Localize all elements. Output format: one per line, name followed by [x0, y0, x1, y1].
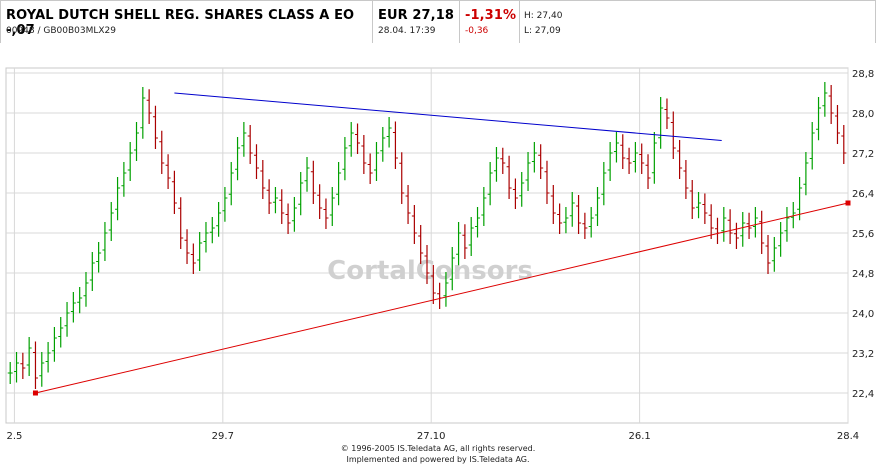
watermark: CortalConsors [327, 256, 533, 286]
y-tick-label: 23,2 [852, 349, 874, 360]
day-high: H: 27,40 [524, 11, 563, 21]
y-tick-label: 26,4 [852, 189, 874, 200]
last-price: EUR 27,18 [378, 8, 454, 23]
x-tick-label: 29.7 [212, 431, 234, 442]
copyright: © 1996-2005 IS.Teledata AG, all rights r… [340, 444, 536, 453]
change-percent: -1,31% [465, 8, 517, 23]
y-tick-label: 28,0 [852, 109, 874, 120]
security-name: ROYAL DUTCH SHELL REG. SHARES CLASS A EO… [6, 8, 355, 38]
y-tick-label: 27,2 [852, 149, 874, 160]
price-chart: CortalConsors 22,4 23,2 24,0 24,8 25,6 26,4 27… [5, 67, 874, 442]
change-absolute: -0,36 [465, 26, 489, 36]
y-tick-label: 24,8 [852, 269, 874, 280]
y-tick-label: 22,4 [852, 389, 874, 400]
y-tick-label: 25,6 [852, 229, 874, 240]
y-tick-label: 24,0 [852, 309, 874, 320]
x-tick-label: 2.5 [6, 431, 22, 442]
support-anchor-end [845, 200, 851, 206]
y-axis-ticks: 22,4 23,2 24,0 24,8 25,6 26,4 27,2 28,0 28,8 [852, 69, 874, 400]
quote-datetime: 28.04. 17:39 [378, 26, 436, 36]
x-axis-ticks: 2.5 29.7 27.10 26.1 28.4 [6, 431, 859, 442]
support-trendline [35, 202, 849, 394]
security-name-cell: ROYAL DUTCH SHELL REG. SHARES CLASS A EO… [1, 1, 373, 43]
day-low: L: 27,09 [524, 26, 561, 36]
credit: Implemented and powered by IS.Teledata A… [346, 455, 530, 464]
price-cell: EUR 27,18 28.04. 17:39 [373, 1, 460, 43]
resistance-trendline [174, 92, 722, 141]
support-anchor-start [32, 390, 38, 396]
security-ids: 00948 / GB00B03MLX29 [6, 26, 117, 36]
y-tick-label: 28,8 [852, 69, 874, 80]
x-tick-label: 28.4 [837, 431, 859, 442]
x-tick-label: 26.1 [628, 431, 650, 442]
change-cell: -1,31% -0,36 [460, 1, 520, 43]
x-tick-label: 27.10 [417, 431, 446, 442]
quote-header: ROYAL DUTCH SHELL REG. SHARES CLASS A EO… [0, 0, 876, 43]
chart-area: CortalConsors 22,4 23,2 24,0 24,8 25,6 26,4 27… [0, 42, 876, 467]
trendlines [32, 92, 851, 396]
high-low-cell: H: 27,40 L: 27,09 [520, 1, 875, 43]
ohlc-bars [7, 82, 847, 389]
